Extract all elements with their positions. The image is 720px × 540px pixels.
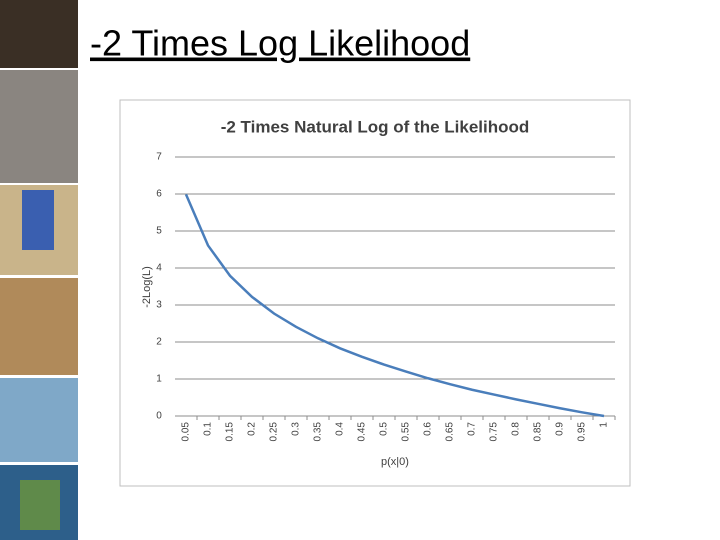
y-tick-label: 3 [156,300,162,311]
x-tick-label: 0.2 [247,422,258,436]
x-tick-label: 0.65 [445,422,456,442]
x-tick-label: 0.3 [291,422,302,436]
x-tick-label: 0.35 [313,422,324,442]
y-tick-label: 4 [156,263,162,274]
slide-title: -2 Times Log Likelihood [90,23,470,64]
x-tick-label: 0.55 [401,422,412,442]
x-tick-label: 0.6 [423,422,434,436]
x-tick-label: 0.15 [225,422,236,442]
x-axis-title: p(x|0) [381,456,409,468]
x-tick-label: 0.75 [489,422,500,442]
data-line [184,193,605,418]
y-tick-label: 7 [156,152,162,163]
y-tick-label: 0 [156,411,162,422]
image-strip [0,0,78,540]
chart-frame [119,99,631,487]
y-tick-label: 1 [156,374,162,385]
x-tick-label: 0.4 [335,422,346,436]
y-tick-label: 6 [156,189,162,200]
y-axis-title: -2Log(L) [141,266,153,308]
x-tick-label: 0.9 [555,422,566,436]
x-tick-label: 0.25 [269,422,280,442]
x-tick-label: 0.1 [203,422,214,436]
x-tick-label: 0.85 [533,422,544,442]
x-tick-label: 1 [599,422,610,428]
x-tick-label: 0.05 [181,422,192,442]
x-tick-label: 0.95 [577,422,588,442]
x-tick-label: 0.7 [467,422,478,436]
y-tick-label: 2 [156,337,162,348]
x-tick-label: 0.5 [379,422,390,436]
chart-title: -2 Times Natural Log of the Likelihood [221,117,530,136]
x-tick-label: 0.8 [511,422,522,436]
y-tick-label: 5 [156,226,162,237]
x-tick-label: 0.45 [357,422,368,442]
